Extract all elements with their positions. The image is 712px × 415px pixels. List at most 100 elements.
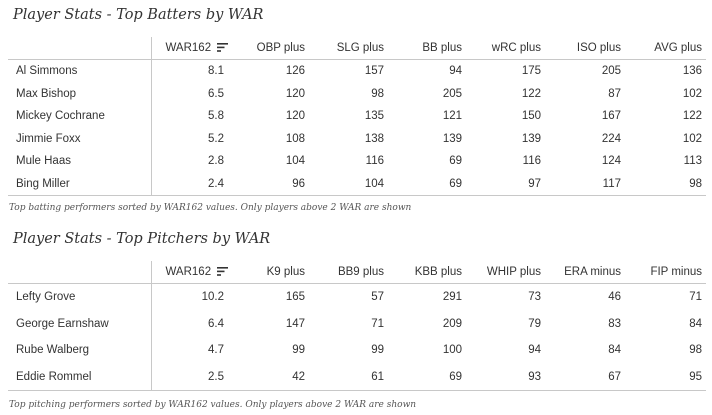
table-row: Jimmie Foxx 5.2 108 138 139 139 224 102 — [8, 127, 706, 150]
stat-cell: 61 — [309, 363, 388, 391]
col-header-war162[interactable]: WAR162 — [150, 261, 232, 284]
player-name-cell: Lefty Grove — [16, 291, 76, 304]
stat-cell: 121 — [442, 110, 462, 123]
sort-descending-icon[interactable] — [217, 267, 229, 277]
table-row: Mule Haas 2.8 104 116 69 116 124 113 — [8, 150, 706, 173]
pitchers-header-row: WAR162 K9 plus BB9 plus KBB plus WHIP pl… — [8, 261, 706, 284]
stat-cell: 113 — [683, 155, 702, 168]
pitchers-title: Player Stats - Top Pitchers by WAR — [13, 231, 271, 247]
col-header-wrc-plus[interactable]: wRC plus — [466, 37, 545, 60]
stat-cell: 102 — [682, 132, 702, 145]
war162-cell: 4.7 — [150, 337, 232, 364]
stat-cell: 224 — [601, 132, 621, 145]
war162-cell: 10.2 — [150, 283, 232, 311]
war162-cell: 6.4 — [150, 310, 232, 337]
stat-cell: 139 — [442, 132, 462, 145]
stat-cell: 150 — [521, 110, 541, 123]
col-header-avg-plus[interactable]: AVG plus — [625, 37, 706, 60]
stat-cell: 116 — [365, 155, 384, 168]
batters-table: WAR162 OBP plus SLG plus BB plus wRC plu… — [8, 37, 706, 196]
stat-cell: 291 — [442, 291, 462, 304]
table-row: Rube Walberg 4.7 99 99 100 94 84 98 — [8, 337, 706, 364]
war162-cell: 2.4 — [150, 172, 232, 196]
stat-cell: 126 — [285, 65, 305, 78]
stat-cell: 209 — [442, 317, 462, 330]
col-header-obp-plus[interactable]: OBP plus — [232, 37, 309, 60]
war162-cell: 8.1 — [150, 59, 232, 83]
stat-cell: 136 — [682, 65, 702, 78]
batters-header-row: WAR162 OBP plus SLG plus BB plus wRC plu… — [8, 37, 706, 60]
stat-cell: 104 — [309, 172, 388, 196]
player-name-cell: Mule Haas — [16, 155, 71, 168]
col-header-iso-plus[interactable]: ISO plus — [545, 37, 625, 60]
pitchers-caption: Top pitching performers sorted by WAR162… — [9, 400, 417, 410]
stat-cell: 122 — [521, 87, 541, 100]
stat-cell: 135 — [364, 110, 384, 123]
stat-cell: 95 — [625, 363, 706, 391]
col-header-bb-plus[interactable]: BB plus — [388, 37, 466, 60]
stat-cell: 46 — [608, 291, 621, 304]
table-row: Mickey Cochrane 5.8 120 135 121 150 167 122 — [8, 105, 706, 128]
col-header-slg-plus[interactable]: SLG plus — [309, 37, 388, 60]
table-row: George Earnshaw 6.4 147 71 209 79 83 84 — [8, 310, 706, 337]
stat-cell: 98 — [371, 87, 384, 100]
stat-cell: 138 — [364, 132, 384, 145]
stat-cell: 165 — [285, 291, 305, 304]
col-header-fip-minus[interactable]: FIP minus — [625, 261, 706, 284]
stat-cell: 122 — [682, 110, 702, 123]
stat-cell: 99 — [371, 344, 384, 357]
stat-cell: 147 — [285, 317, 305, 330]
stat-cell: 100 — [442, 344, 462, 357]
stat-cell: 120 — [285, 87, 305, 100]
stat-cell: 120 — [285, 110, 305, 123]
stat-cell: 124 — [601, 155, 621, 168]
stat-cell: 84 — [608, 344, 621, 357]
stat-cell: 97 — [466, 172, 545, 196]
stat-cell: 102 — [682, 87, 702, 100]
player-name-cell: Al Simmons — [16, 65, 78, 78]
col-header-kbb-plus[interactable]: KBB plus — [388, 261, 466, 284]
stat-cell: 69 — [449, 155, 462, 168]
stat-cell: 116 — [522, 155, 541, 168]
stat-cell: 139 — [521, 132, 541, 145]
player-name-cell: Mickey Cochrane — [16, 110, 105, 123]
stat-cell: 57 — [371, 291, 384, 304]
stat-cell: 167 — [601, 110, 621, 123]
player-name-cell: Max Bishop — [16, 87, 77, 100]
table-row: Al Simmons 8.1 126 157 94 175 205 136 — [8, 59, 706, 83]
stat-cell: 117 — [545, 172, 625, 196]
stat-cell: 71 — [689, 291, 702, 304]
batters-title: Player Stats - Top Batters by WAR — [13, 7, 264, 23]
stat-cell: 98 — [625, 172, 706, 196]
stat-cell: 96 — [232, 172, 309, 196]
player-name-cell: Rube Walberg — [16, 344, 90, 357]
war162-cell: 5.8 — [150, 105, 232, 128]
stat-cell: 108 — [285, 132, 305, 145]
player-name-cell: Bing Miller — [8, 172, 151, 196]
stat-cell: 104 — [285, 155, 305, 168]
stat-cell: 71 — [371, 317, 384, 330]
col-header-whip-plus[interactable]: WHIP plus — [466, 261, 545, 284]
stat-cell: 67 — [545, 363, 625, 391]
stat-cell: 73 — [528, 291, 541, 304]
col-header-bb9-plus[interactable]: BB9 plus — [309, 261, 388, 284]
stat-cell: 94 — [528, 344, 541, 357]
sort-descending-icon[interactable] — [217, 43, 229, 53]
stat-cell: 94 — [449, 65, 462, 78]
player-name-cell: Jimmie Foxx — [16, 132, 81, 145]
table-row: Max Bishop 6.5 120 98 205 122 87 102 — [8, 82, 706, 105]
col-header-player — [8, 261, 151, 284]
table-row: Eddie Rommel 2.5 42 61 69 93 67 95 — [8, 363, 706, 391]
stat-cell: 42 — [232, 363, 309, 391]
player-name-cell: Eddie Rommel — [8, 363, 151, 391]
col-header-era-minus[interactable]: ERA minus — [545, 261, 625, 284]
stat-cell: 79 — [528, 317, 541, 330]
player-name-cell: George Earnshaw — [16, 317, 109, 330]
stat-cell: 205 — [442, 87, 462, 100]
col-header-k9-plus[interactable]: K9 plus — [232, 261, 309, 284]
stat-cell: 157 — [364, 65, 384, 78]
war162-cell: 5.2 — [150, 127, 232, 150]
col-header-war162[interactable]: WAR162 — [150, 37, 232, 60]
stat-cell: 175 — [521, 65, 541, 78]
col-header-label: WAR162 — [165, 266, 212, 278]
